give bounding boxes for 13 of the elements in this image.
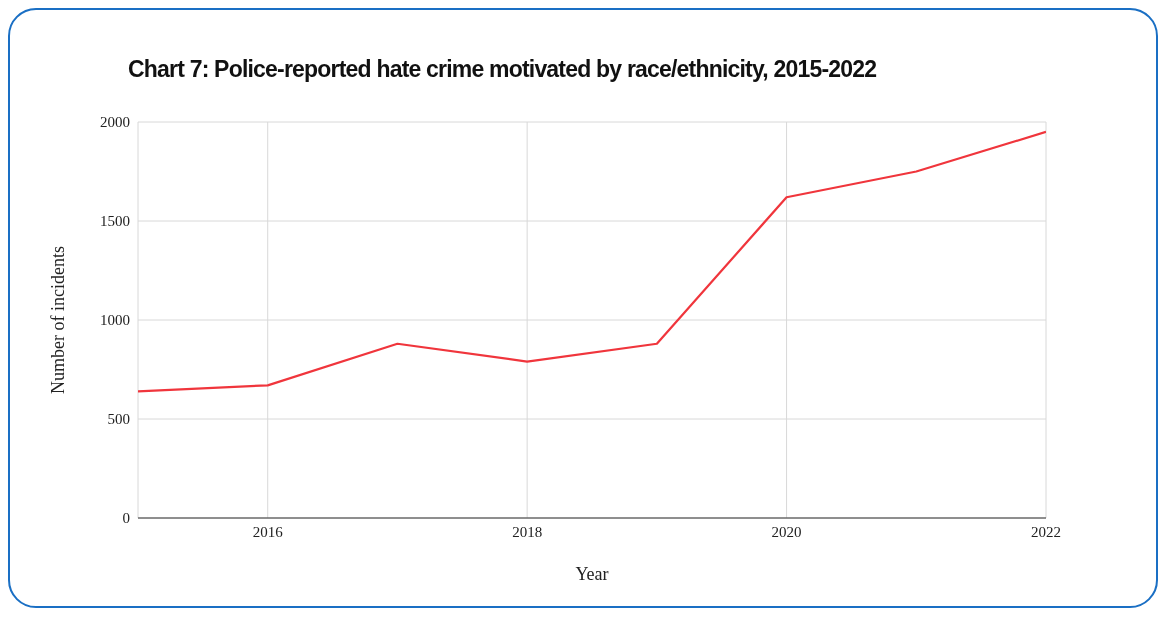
chart-title: Chart 7: Police-reported hate crime motivated by race/ethnicity, 2015-2022 <box>128 56 877 83</box>
y-tick-label: 2000 <box>100 114 130 131</box>
x-tick-label: 2016 <box>252 523 284 540</box>
y-axis-title: Number of incidents <box>48 246 69 394</box>
y-tick-label: 0 <box>122 510 130 527</box>
x-tick-label: 2020 <box>771 523 802 540</box>
y-tick-label: 500 <box>107 411 130 428</box>
x-axis-title: Year <box>575 564 609 584</box>
line-series <box>138 130 1046 393</box>
x-tick-label: 2022 <box>1031 523 1061 540</box>
y-tick-label: 1500 <box>100 213 130 230</box>
y-tick-label: 1000 <box>100 312 130 329</box>
x-tick-label: 2018 <box>512 523 543 540</box>
